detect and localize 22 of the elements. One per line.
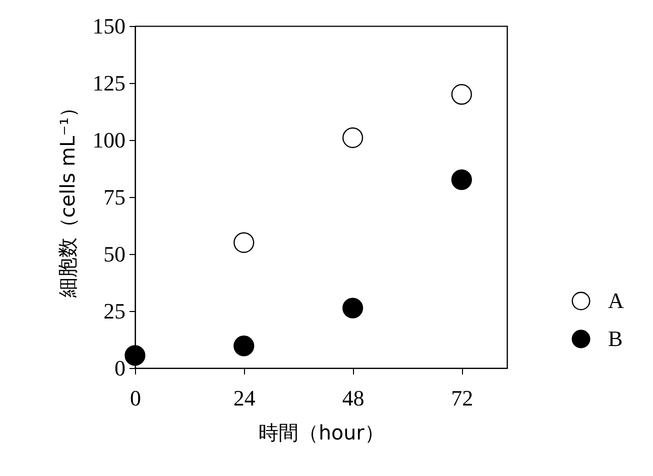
point [124, 345, 146, 366]
legend-label: B [608, 326, 623, 351]
point [234, 336, 254, 356]
point [342, 127, 364, 148]
x-axis-title: 時間（hour） [258, 420, 384, 444]
x-tick-label: 24 [233, 386, 256, 410]
y-axis-title: 細胞数（cells mL⁻¹） [56, 97, 80, 299]
x-tick-label: 72 [451, 386, 474, 410]
point [451, 84, 472, 105]
y-tick-label: 75 [104, 184, 126, 210]
point [234, 232, 254, 253]
point [451, 169, 472, 190]
y-tick-label: 100 [92, 128, 126, 152]
legend-label: A [608, 288, 624, 313]
x-tick-label: 48 [342, 386, 364, 410]
y-tick-label: 50 [104, 242, 126, 266]
y-tick-label: 125 [92, 70, 126, 96]
point [342, 298, 364, 318]
y-tick-label: 0 [114, 356, 126, 380]
y-tick-label: 25 [104, 298, 126, 324]
y-tick-label: 150 [92, 14, 126, 38]
x-tick-label: 0 [130, 386, 141, 410]
